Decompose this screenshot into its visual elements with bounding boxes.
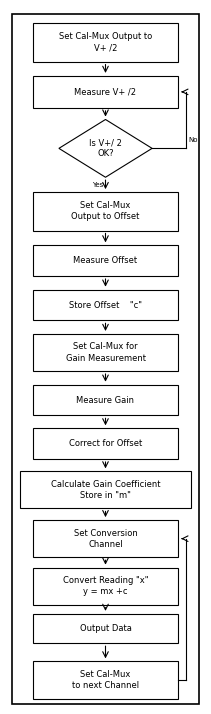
Bar (32, 428, 179, 459)
Text: Calculate Gain Coefficient
Store in "m": Calculate Gain Coefficient Store in "m" (51, 480, 160, 500)
Bar (32, 614, 179, 643)
Text: Set Conversion
Channel: Set Conversion Channel (74, 528, 137, 549)
Bar (32, 192, 179, 231)
Bar (32, 290, 179, 321)
Bar (32, 334, 179, 371)
Text: Output Data: Output Data (80, 624, 131, 633)
Text: No: No (189, 137, 198, 144)
Bar (32, 23, 179, 61)
Bar (32, 246, 179, 276)
Polygon shape (59, 119, 152, 177)
Bar (20, 471, 191, 508)
Text: Measure Gain: Measure Gain (77, 396, 134, 405)
Text: Measure Offset: Measure Offset (73, 256, 138, 265)
Text: Correct for Offset: Correct for Offset (69, 439, 142, 448)
Bar (32, 385, 179, 416)
Bar (32, 520, 179, 558)
Bar (32, 568, 179, 605)
Text: Measure V+ /2: Measure V+ /2 (74, 87, 137, 96)
Bar (32, 661, 179, 698)
Bar (32, 76, 179, 108)
Text: Yes: Yes (92, 182, 103, 188)
Text: Store Offset    "c": Store Offset "c" (69, 301, 142, 309)
Text: Set Cal-Mux Output to
V+ /2: Set Cal-Mux Output to V+ /2 (59, 32, 152, 53)
Text: Set Cal-Mux
to next Channel: Set Cal-Mux to next Channel (72, 670, 139, 690)
Text: Is V+/ 2
OK?: Is V+/ 2 OK? (89, 139, 122, 159)
Text: Set Cal-Mux
Output to Offset: Set Cal-Mux Output to Offset (71, 201, 140, 221)
Text: Set Cal-Mux for
Gain Measurement: Set Cal-Mux for Gain Measurement (65, 343, 146, 363)
Text: Convert Reading "x"
y = mx +c: Convert Reading "x" y = mx +c (63, 576, 148, 596)
